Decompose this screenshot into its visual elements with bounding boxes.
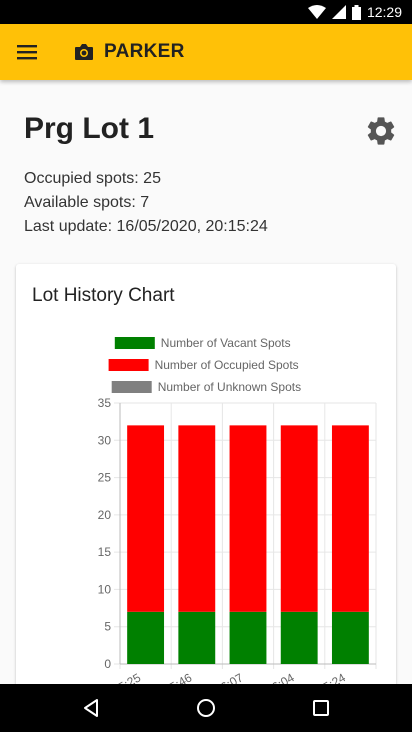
y-tick-label: 25 (98, 471, 112, 485)
bar-segment (178, 425, 216, 612)
nav-bar (0, 684, 412, 732)
gear-icon[interactable] (364, 114, 398, 148)
bar-segment (178, 611, 216, 664)
recents-square-icon[interactable] (309, 696, 333, 720)
lot-history-chart: Number of Vacant Spots Number of Occupied… (98, 336, 377, 698)
y-tick-label: 5 (104, 620, 111, 634)
menu-icon[interactable] (16, 42, 38, 62)
status-time: 12:29 (366, 4, 402, 20)
wifi-icon (307, 5, 326, 19)
available-spots: Available spots: 7 (24, 194, 150, 211)
bar-segment (127, 425, 165, 612)
status-bar: 12:29 (0, 0, 412, 24)
bar-segment (331, 425, 369, 612)
y-tick-label: 0 (104, 657, 111, 671)
signal-icon (331, 5, 346, 19)
bar-segment (127, 611, 165, 664)
legend-label: Number of Occupied Spots (155, 358, 299, 372)
legend-swatch (114, 337, 155, 349)
y-tick-label: 20 (98, 508, 112, 522)
chart-card: Lot History Chart Number of Vacant Spots… (16, 264, 396, 704)
bar-segment (229, 611, 267, 664)
y-tick-label: 15 (98, 545, 112, 559)
bar-segment (280, 611, 318, 664)
bar-segment (331, 611, 369, 664)
camera-icon (75, 44, 93, 60)
y-tick-label: 30 (98, 433, 112, 447)
legend-label: Number of Vacant Spots (161, 336, 291, 350)
battery-icon (351, 4, 361, 20)
occupied-spots: Occupied spots: 25 (24, 170, 161, 187)
y-tick-label: 35 (98, 396, 112, 410)
back-triangle-icon[interactable] (79, 696, 103, 720)
home-circle-icon[interactable] (194, 696, 218, 720)
y-tick-label: 10 (98, 582, 112, 596)
card-title: Lot History Chart (32, 285, 175, 306)
bar-segment (280, 425, 318, 612)
app-bar: PARKER (0, 24, 412, 80)
bar-segment (229, 425, 267, 612)
legend-label: Number of Unknown Spots (158, 380, 301, 394)
app-title: PARKER (104, 41, 185, 62)
last-update: Last update: 16/05/2020, 20:15:24 (24, 218, 268, 235)
status-icons: 12:29 (307, 0, 402, 24)
legend-swatch (111, 381, 152, 393)
page-title: Prg Lot 1 (24, 112, 155, 145)
legend-swatch (108, 359, 149, 371)
